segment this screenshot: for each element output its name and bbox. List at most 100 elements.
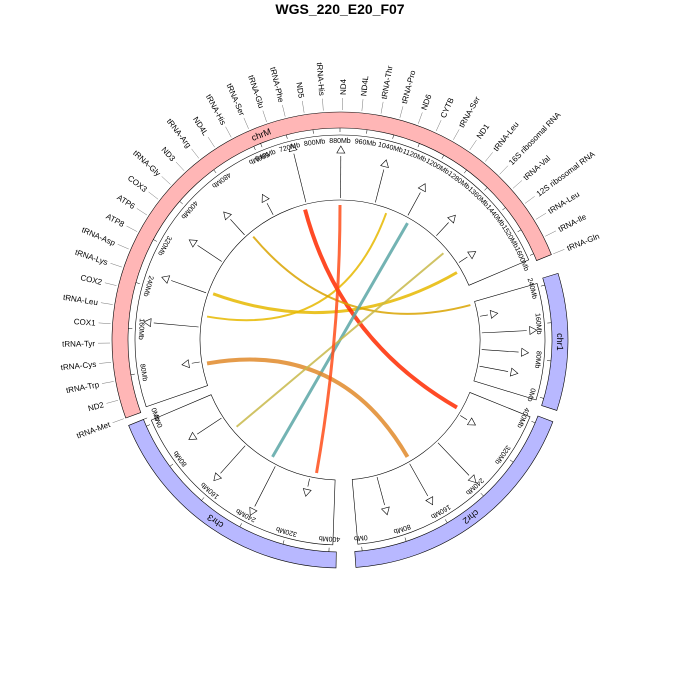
track-stem	[460, 415, 468, 421]
gene-connector	[435, 120, 442, 132]
tick-mark	[502, 207, 506, 211]
gene-connector	[126, 225, 138, 232]
tick-label: 800Mb	[304, 138, 326, 148]
track-triangle	[467, 251, 477, 260]
tick-label: 400Mb	[179, 199, 198, 220]
tick-label: 560Mb	[248, 150, 270, 165]
tick-mark	[239, 523, 242, 527]
gene-connector	[512, 180, 523, 189]
tick-label: 160Mb	[137, 318, 145, 340]
track-stem	[375, 169, 385, 203]
gene-label: tRNA-Leu	[492, 120, 521, 153]
track-stem	[191, 361, 200, 364]
gene-label: ATP8	[104, 212, 126, 229]
gene-connector	[484, 152, 493, 162]
tick-label: 1280Mb	[446, 170, 471, 191]
link-ribbon	[235, 252, 445, 428]
track-triangle	[161, 275, 171, 284]
tick-mark	[179, 201, 183, 205]
tick-label: 400Mb	[515, 406, 530, 429]
tick-label: 160Mb	[533, 313, 542, 335]
track-stem	[266, 203, 274, 215]
track-triangle	[188, 239, 198, 248]
tick-mark	[282, 540, 285, 545]
tick-label: 80Mb	[392, 523, 411, 535]
tick-mark	[366, 129, 368, 134]
track-panel	[351, 392, 531, 545]
tick-mark	[404, 537, 407, 542]
track-triangle	[288, 143, 298, 153]
tick-label: 160Mb	[200, 481, 221, 500]
link-ribbon	[206, 212, 388, 322]
tick-label: 80Mb	[138, 363, 148, 382]
chromosome-label: chr1	[555, 333, 565, 351]
tick-label: 1120Mb	[402, 148, 428, 164]
track-stem	[307, 478, 310, 487]
chromosome-chr1	[541, 272, 569, 411]
gene-label: tRNA-Leu	[547, 190, 582, 216]
track-triangle	[336, 145, 346, 154]
tick-mark	[213, 169, 217, 174]
gene-label: COX1	[74, 317, 97, 328]
tick-label: 880Mb	[329, 138, 351, 145]
tick-mark	[484, 187, 488, 191]
gene-connector	[100, 302, 113, 305]
scatter-tracks	[134, 134, 546, 546]
gene-label: tRNA-Ile	[557, 212, 589, 234]
gene-label: ND1	[475, 122, 492, 141]
track-stem	[409, 463, 429, 497]
gene-connector	[302, 100, 305, 113]
tick-label: 80Mb	[533, 351, 542, 369]
tick-mark	[286, 134, 288, 139]
link-ribbon	[252, 235, 471, 315]
gene-label: tRNA-Leu	[62, 293, 98, 307]
track-triangle	[213, 472, 223, 482]
gene-connector	[282, 104, 286, 117]
gene-label: tRNA-Val	[522, 154, 553, 183]
tick-mark	[464, 169, 467, 174]
tick-mark	[143, 417, 148, 420]
track-panel	[473, 283, 546, 401]
track-stem	[171, 280, 207, 294]
tick-mark	[146, 424, 151, 427]
gene-connector	[499, 165, 509, 175]
tick-label: 1200Mb	[425, 158, 451, 177]
gene-connector	[453, 129, 460, 140]
track-triangle	[143, 318, 152, 328]
gene-label: 16S ribosomal RNA	[507, 110, 563, 167]
tick-label: 1440Mb	[484, 204, 505, 228]
track-triangle	[467, 474, 477, 484]
tick-mark	[201, 497, 205, 501]
chromosome-chr3	[128, 419, 337, 569]
tick-mark	[135, 282, 140, 284]
gene-label: ND2	[87, 400, 105, 413]
track-stem	[437, 442, 470, 476]
link-ribbon	[303, 209, 458, 410]
gene-connector	[225, 126, 232, 138]
gene-label: tRNA-Thr	[380, 65, 395, 100]
track-triangle	[380, 159, 389, 169]
tick-label: 1360Mb	[466, 186, 489, 209]
tick-label: 80Mb	[173, 449, 189, 467]
tick-mark	[130, 373, 135, 375]
gene-label: tRNA-Glu	[246, 74, 265, 109]
track-stem	[436, 222, 449, 236]
track-stem	[197, 245, 222, 262]
track-triangle	[466, 417, 477, 426]
gene-label: tRNA-His	[315, 62, 326, 96]
gene-label: tRNA-Trp	[65, 380, 100, 395]
gene-connector	[101, 381, 114, 384]
track-stem	[254, 466, 276, 507]
gene-connector	[469, 140, 477, 151]
track-stem	[220, 445, 246, 474]
gene-label: tRNA-Met	[75, 420, 112, 441]
gene-label: ATP6	[115, 193, 137, 211]
gene-connector	[106, 400, 119, 404]
gene-label: ND4L	[191, 115, 210, 138]
gene-label: tRNA-Asp	[80, 225, 117, 248]
track-stem	[481, 349, 519, 353]
gene-label: tRNA-Tyr	[62, 339, 95, 348]
gene-connector	[148, 191, 159, 200]
track-triangle	[181, 359, 190, 369]
